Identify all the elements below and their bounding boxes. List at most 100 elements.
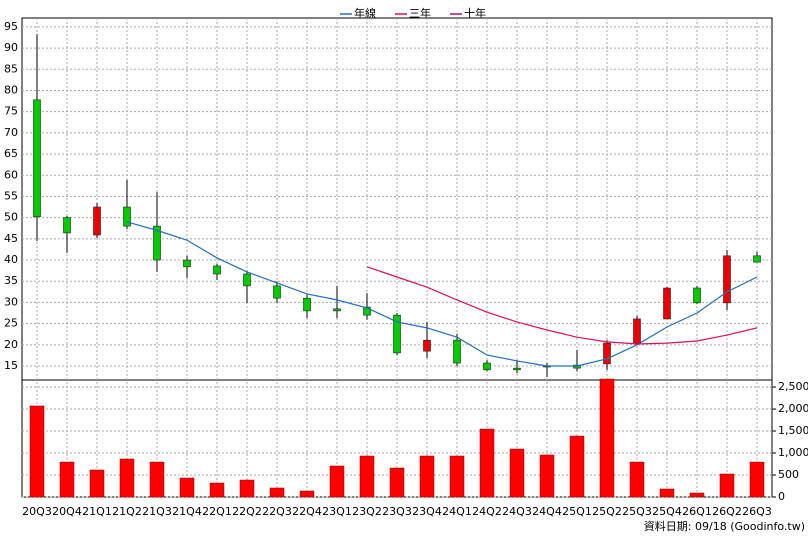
volume-bar: [719, 473, 735, 498]
y-tick-label: 20: [4, 338, 18, 351]
volume-bar: [449, 455, 465, 498]
volume-bar: [239, 479, 255, 498]
candle-body: [663, 287, 671, 320]
volume-bar: [569, 435, 585, 498]
y-tick-label: 50: [4, 211, 18, 224]
volume-bar: [59, 461, 75, 498]
y2-tick-label: 2,000: [778, 402, 808, 415]
candle-body: [423, 339, 431, 352]
candle-body: [63, 217, 71, 234]
plot-frame: [21, 17, 773, 498]
x-tick-label: 25Q4: [652, 505, 682, 518]
y2-tick-label: 0: [778, 490, 785, 503]
x-tick-label: 26Q2: [712, 505, 742, 518]
candle-body: [123, 206, 131, 227]
volume-bar: [359, 455, 375, 498]
volume-bar: [329, 465, 345, 498]
x-tick-label: 22Q1: [202, 505, 232, 518]
x-tick-label: 24Q4: [532, 505, 562, 518]
y-tick-label: 75: [4, 105, 18, 118]
volume-bar: [689, 492, 705, 498]
volume-bar: [539, 454, 555, 498]
candle-body: [603, 342, 611, 365]
x-tick-label: 21Q4: [172, 505, 202, 518]
series-line: [126, 221, 758, 367]
x-tick-label: 21Q2: [112, 505, 142, 518]
y-tick-label: 70: [4, 126, 18, 139]
x-tick-label: 23Q2: [352, 505, 382, 518]
legend-label: 三年: [409, 6, 431, 20]
y-tick-label: 15: [4, 359, 18, 372]
x-tick-label: 24Q2: [472, 505, 502, 518]
volume-bar: [299, 490, 315, 498]
candle-body: [693, 287, 701, 304]
y-tick-label: 85: [4, 62, 18, 75]
footer: 資料日期: 09/18 (Goodinfo.tw): [644, 519, 805, 533]
x-tick-label: 24Q3: [502, 505, 532, 518]
volume-bar: [749, 461, 765, 498]
volume-bar: [479, 428, 495, 498]
x-tick-label: 23Q1: [322, 505, 352, 518]
x-tick-label: 23Q4: [412, 505, 442, 518]
x-tick-label: 22Q4: [292, 505, 322, 518]
volume-bar: [629, 461, 645, 498]
x-tick-label: 21Q3: [142, 505, 172, 518]
x-tick-label: 25Q3: [622, 505, 652, 518]
x-tick-label: 24Q1: [442, 505, 472, 518]
candle-body: [93, 206, 101, 236]
y-tick-label: 90: [4, 41, 18, 54]
series-line: [366, 266, 758, 345]
volume-bar: [509, 448, 525, 498]
y-tick-label: 25: [4, 317, 18, 330]
x-tick-label: 22Q2: [232, 505, 262, 518]
y2-tick-label: 1,500: [778, 424, 808, 437]
x-tick-label: 21Q1: [82, 505, 112, 518]
candle-body: [453, 339, 461, 364]
candle-body: [213, 265, 221, 275]
volume-bar: [659, 488, 675, 498]
candle-body: [723, 255, 731, 304]
y-tick-label: 55: [4, 189, 18, 202]
volume-bar: [89, 469, 105, 498]
volume-bar: [119, 458, 135, 498]
volume-bar: [209, 482, 225, 498]
y-tick-label: 65: [4, 147, 18, 160]
x-tick-label: 25Q2: [592, 505, 622, 518]
candle-body: [573, 364, 581, 369]
candle-body: [243, 273, 251, 287]
candle-body: [153, 225, 161, 261]
candle-body: [633, 318, 641, 344]
y2-tick-label: 500: [778, 468, 799, 481]
x-tick-label: 22Q3: [262, 505, 292, 518]
candle-body: [753, 255, 761, 263]
x-tick-label: 26Q1: [682, 505, 712, 518]
x-tick-label: 26Q3: [742, 505, 772, 518]
y-tick-label: 45: [4, 232, 18, 245]
x-tick-label: 25Q1: [562, 505, 592, 518]
y-tick-label: 80: [4, 83, 18, 96]
candle-body: [183, 259, 191, 268]
volume-bar: [149, 461, 165, 498]
x-tick-label: 20Q4: [52, 505, 82, 518]
candle-body: [33, 99, 41, 218]
candle-body: [273, 285, 281, 299]
candle-body: [483, 362, 491, 371]
volume-bar: [269, 487, 285, 498]
y2-tick-label: 1,000: [778, 446, 808, 459]
volume-bar: [179, 477, 195, 498]
volume-bar: [599, 378, 615, 498]
x-tick-label: 20Q3: [22, 505, 52, 518]
candle-body: [513, 367, 521, 371]
y-tick-label: 30: [4, 295, 18, 308]
candle-body: [393, 314, 401, 354]
legend-label: 年線: [354, 6, 376, 20]
y-tick-label: 95: [4, 20, 18, 33]
y-tick-label: 60: [4, 168, 18, 181]
volume-bar: [29, 405, 45, 498]
volume-bar: [419, 455, 435, 498]
candle-body: [333, 308, 341, 312]
y-tick-label: 35: [4, 274, 18, 287]
y2-tick-label: 2,500: [778, 380, 808, 393]
x-tick-label: 23Q3: [382, 505, 412, 518]
